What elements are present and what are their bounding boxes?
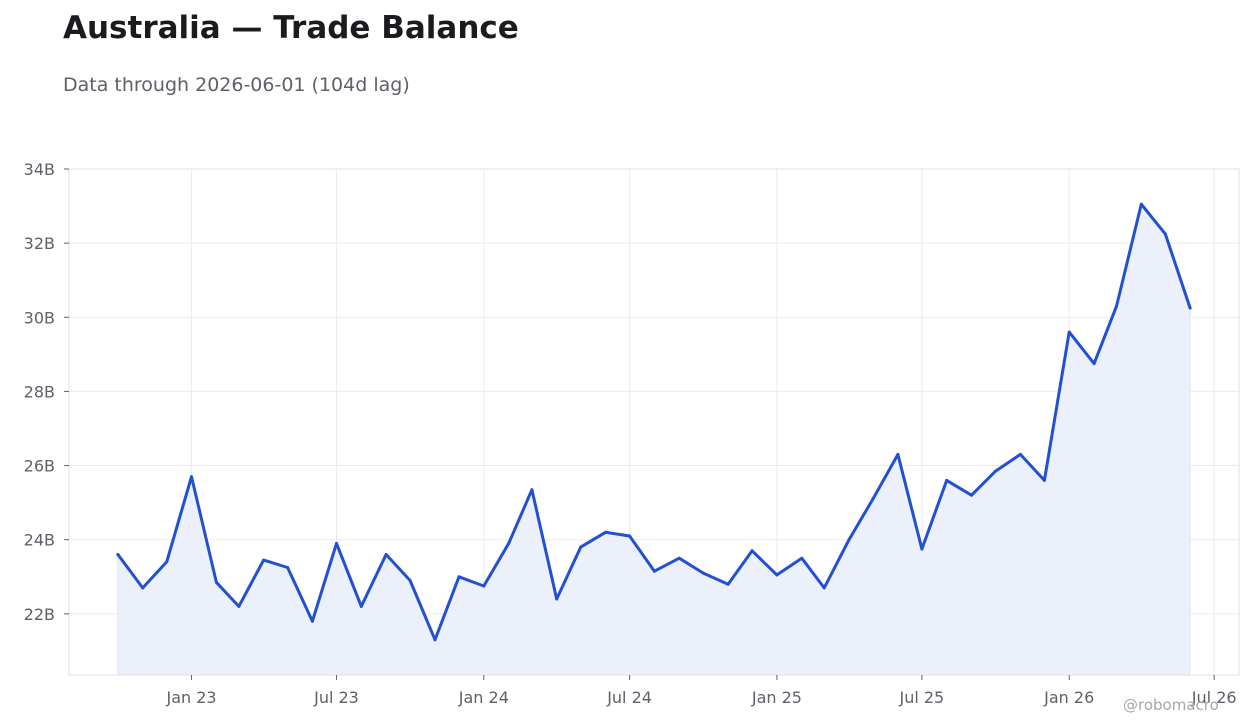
data-point — [896, 452, 900, 456]
y-axis: 22B 24B 26B 28B 30B 32B 34B — [24, 160, 69, 624]
data-point — [141, 586, 145, 590]
data-point — [775, 573, 779, 577]
data-point — [1139, 202, 1143, 206]
y-tick-label: 28B — [24, 382, 55, 401]
data-point — [1115, 304, 1118, 308]
data-point — [408, 579, 412, 582]
data-point — [286, 566, 290, 569]
x-tick-label: Jan 23 — [165, 688, 216, 707]
data-point — [214, 580, 218, 584]
data-point — [310, 619, 314, 623]
data-point — [190, 475, 193, 479]
data-point — [237, 604, 241, 608]
data-point — [457, 575, 461, 579]
data-point — [433, 638, 437, 642]
data-point — [994, 469, 998, 473]
data-point — [530, 488, 534, 492]
data-point — [1067, 330, 1071, 334]
data-point — [945, 478, 949, 482]
y-tick-label: 22B — [24, 605, 55, 624]
data-point — [384, 553, 388, 556]
y-tick-label: 26B — [24, 457, 55, 476]
data-point — [604, 530, 608, 534]
data-point — [677, 556, 681, 560]
data-point — [1042, 478, 1046, 482]
x-tick-label: Jan 25 — [751, 688, 802, 707]
y-tick-label: 30B — [24, 308, 55, 327]
data-point — [628, 534, 632, 538]
x-tick-label: Jul 23 — [313, 688, 359, 707]
data-point — [970, 493, 973, 497]
data-point — [1092, 362, 1096, 366]
y-tick-label: 32B — [24, 234, 55, 253]
watermark: @robomacro — [1123, 696, 1219, 714]
data-point — [750, 549, 754, 553]
chart-title: Australia — Trade Balance — [63, 10, 519, 46]
data-point — [871, 497, 875, 501]
data-point — [482, 584, 486, 588]
data-point — [1163, 232, 1167, 236]
data-point — [555, 597, 559, 601]
x-tick-label: Jul 25 — [898, 688, 944, 707]
data-point — [359, 604, 363, 608]
data-points — [116, 202, 1192, 642]
data-point — [165, 560, 169, 564]
data-point — [1188, 306, 1192, 310]
series-area-fill — [117, 203, 1191, 676]
data-point — [800, 556, 804, 560]
data-point — [507, 541, 511, 545]
plot-frame — [68, 168, 1240, 676]
x-tick-label: Jan 24 — [458, 688, 509, 707]
y-tick-label: 24B — [24, 531, 55, 550]
x-tick-label: Jul 24 — [606, 688, 652, 707]
x-tick-label: Jan 26 — [1043, 688, 1094, 707]
x-tick-label: Jul 26 — [1191, 688, 1237, 707]
x-axis: Jan 23 Jul 23 Jan 24 Jul 24 Jan 25 Jul 25 Jan … — [165, 675, 1237, 707]
data-point — [116, 553, 120, 556]
data-point — [726, 582, 730, 586]
data-point — [652, 569, 656, 573]
data-point — [335, 541, 338, 545]
data-point — [822, 586, 826, 590]
data-point — [847, 538, 851, 542]
data-point — [262, 558, 266, 562]
y-tick-label: 34B — [24, 160, 55, 179]
data-point — [579, 545, 583, 549]
data-point — [920, 547, 924, 551]
data-point — [1018, 452, 1022, 456]
data-point — [701, 571, 705, 575]
chart-subtitle: Data through 2026-06-01 (104d lag) — [63, 74, 410, 96]
